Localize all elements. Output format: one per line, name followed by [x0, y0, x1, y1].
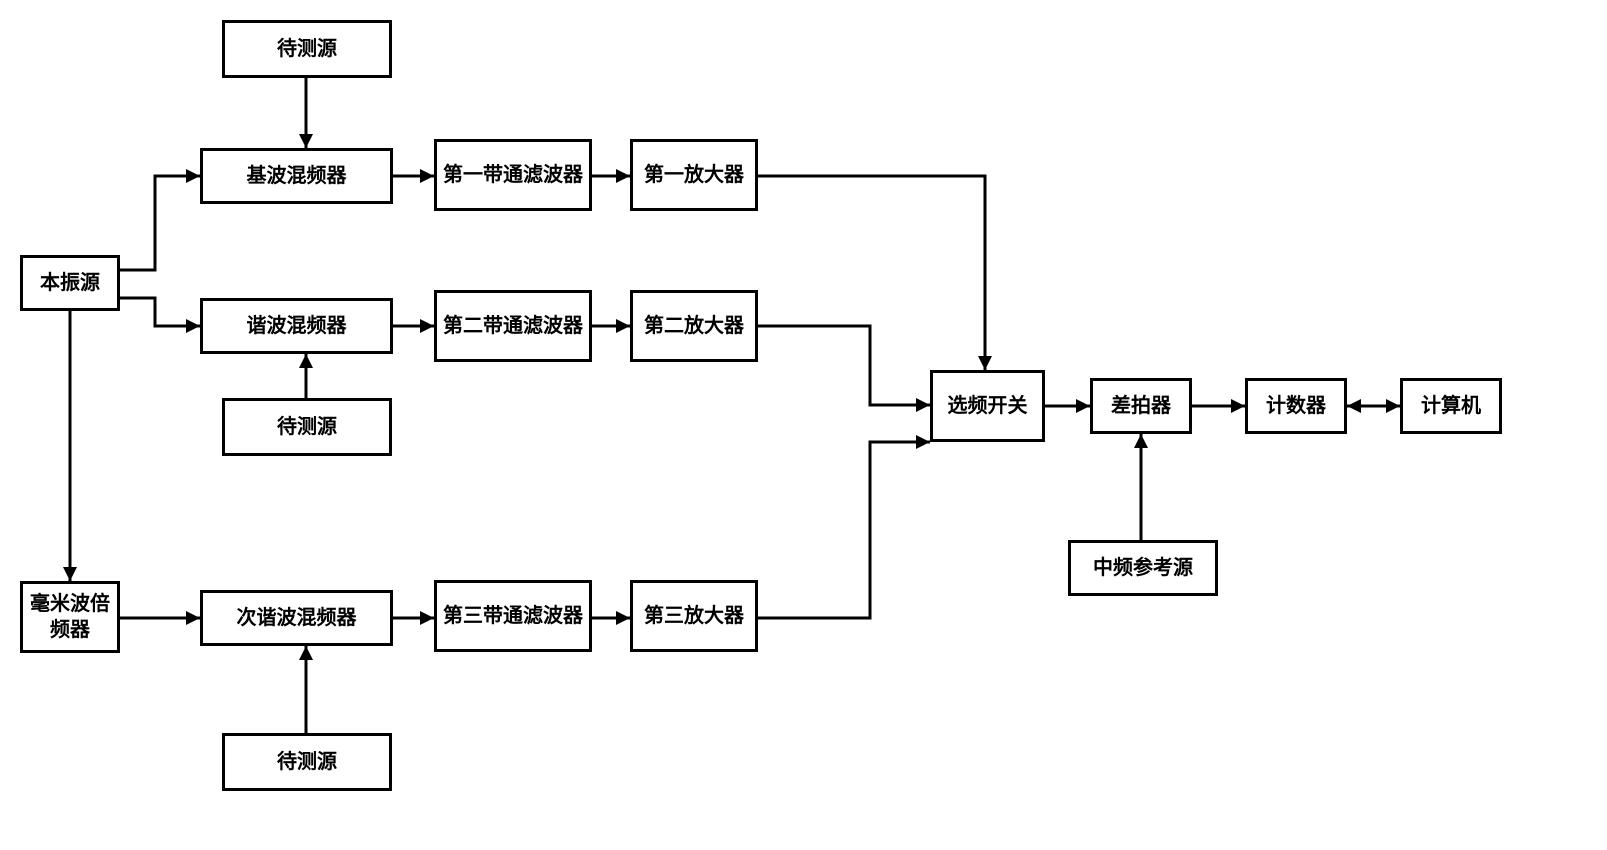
node-label: 待测源: [277, 414, 337, 440]
node-label: 本振源: [40, 270, 100, 296]
node-label: 基波混频器: [247, 163, 347, 189]
edge-amp1-to-freq_switch: [758, 176, 985, 370]
node-bpf3: 第三带通滤波器: [434, 580, 592, 652]
node-label: 次谐波混频器: [237, 605, 357, 631]
node-label: 中频参考源: [1093, 555, 1193, 581]
node-label: 计算机: [1421, 393, 1481, 419]
node-source_mid: 待测源: [222, 398, 392, 456]
node-harm_mixer: 谐波混频器: [200, 298, 393, 354]
node-source_bot: 待测源: [222, 733, 392, 791]
node-label: 待测源: [277, 36, 337, 62]
node-label: 待测源: [277, 749, 337, 775]
node-label: 差拍器: [1111, 393, 1171, 419]
node-beat: 差拍器: [1090, 378, 1192, 434]
edge-amp3-to-freq_switch: [758, 442, 930, 618]
node-source_top: 待测源: [222, 20, 392, 78]
node-local_osc: 本振源: [20, 255, 120, 311]
node-label: 第二放大器: [644, 313, 744, 339]
node-amp1: 第一放大器: [630, 139, 758, 211]
node-label: 第二带通滤波器: [443, 313, 583, 339]
node-label: 毫米波倍频器: [27, 591, 113, 643]
node-label: 第一带通滤波器: [443, 162, 583, 188]
node-if_ref: 中频参考源: [1068, 540, 1218, 596]
node-computer: 计算机: [1400, 378, 1502, 434]
edge-local_osc-to-fund_mixer: [120, 176, 200, 270]
node-label: 第三放大器: [644, 603, 744, 629]
node-label: 选频开关: [948, 393, 1028, 419]
node-amp3: 第三放大器: [630, 580, 758, 652]
node-bpf1: 第一带通滤波器: [434, 139, 592, 211]
node-label: 第一放大器: [644, 162, 744, 188]
edge-amp2-to-freq_switch: [758, 326, 930, 405]
node-subharm_mixer: 次谐波混频器: [200, 590, 393, 646]
node-mmw_mult: 毫米波倍频器: [20, 581, 120, 653]
node-label: 计数器: [1266, 393, 1326, 419]
node-amp2: 第二放大器: [630, 290, 758, 362]
node-freq_switch: 选频开关: [930, 370, 1045, 442]
node-counter: 计数器: [1245, 378, 1347, 434]
edge-local_osc-to-harm_mixer: [120, 298, 200, 326]
node-bpf2: 第二带通滤波器: [434, 290, 592, 362]
node-label: 谐波混频器: [247, 313, 347, 339]
node-label: 第三带通滤波器: [443, 603, 583, 629]
node-fund_mixer: 基波混频器: [200, 148, 393, 204]
